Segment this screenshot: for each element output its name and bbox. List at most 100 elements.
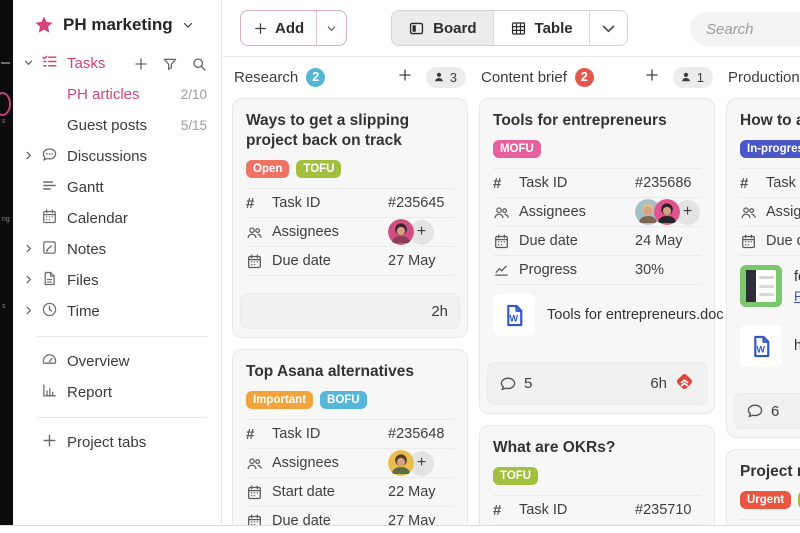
plus-icon: [41, 432, 67, 453]
column-add-icon[interactable]: [397, 67, 413, 83]
task-card[interactable]: How to au In-progress # Task ID Assignees Due…: [726, 98, 800, 439]
sidebar-item-label: Notes: [67, 241, 107, 258]
rail-text-fragment: ng: [2, 216, 10, 223]
card-tags: Open TOFU: [246, 160, 454, 179]
sidebar-item-actions: [133, 56, 207, 72]
attachment-link[interactable]: Pr: [794, 288, 800, 304]
card-footer: 5 6h: [487, 362, 707, 406]
people-icon: [246, 455, 272, 472]
calendar-icon: [740, 233, 766, 250]
field-value: 22 May: [388, 484, 436, 501]
card-title: Ways to get a slipping project back on t…: [246, 112, 410, 150]
comment-count: 6: [771, 402, 780, 420]
card-title: Project ma: [740, 463, 800, 481]
plus-icon[interactable]: [133, 56, 149, 72]
attachment-row[interactable]: W Tools for entrepreneurs.doc: [493, 285, 724, 345]
column-count-badge: 2: [574, 67, 594, 87]
comment-icon: [746, 402, 764, 420]
tag-pill: Important: [246, 391, 314, 410]
card-body: Project ma Urgent TO #Task ID: [727, 450, 800, 525]
hash-icon: #: [493, 174, 502, 192]
sidebar-nav: Tasks PH articles 2/10 Guest posts 5/15 Discu…: [13, 48, 221, 458]
card-fields: # Task ID #235710 Assignees+: [493, 495, 701, 525]
chevron-down-icon: [600, 20, 617, 37]
sidebar-item-guest-posts[interactable]: Guest posts 5/15: [13, 110, 221, 141]
sidebar-item-label: Calendar: [67, 210, 128, 227]
sidebar-item-project-tabs[interactable]: Project tabs: [13, 427, 221, 458]
attachment-name: fe: [794, 268, 800, 285]
view-tab-table[interactable]: Table: [492, 11, 589, 45]
comments-indicator[interactable]: 6: [746, 402, 779, 420]
column-add-icon[interactable]: [644, 67, 660, 83]
note-icon: [41, 239, 67, 260]
column-members-pill[interactable]: 3: [425, 66, 466, 88]
svg-text:W: W: [509, 313, 518, 323]
attachment-row[interactable]: Who: [740, 316, 800, 376]
clock-icon: [41, 301, 67, 322]
sidebar-item-label: Overview: [67, 353, 130, 370]
priority-icon: [674, 371, 695, 396]
sidebar-item-gantt[interactable]: Gantt: [13, 172, 221, 203]
card-tags: TOFU: [493, 467, 701, 486]
column-title: Research: [234, 68, 299, 86]
view-tab-board[interactable]: Board: [392, 11, 493, 45]
bottom-strip: [0, 525, 800, 533]
tag-pill: In-progress: [740, 140, 800, 159]
sidebar-item-calendar[interactable]: Calendar: [13, 203, 221, 234]
sidebar-item-label: Files: [67, 272, 99, 289]
view-dropdown-button[interactable]: [588, 11, 627, 45]
view-switcher: Board Table: [391, 10, 628, 46]
filter-icon[interactable]: [162, 56, 178, 72]
sidebar-item-label: Discussions: [67, 148, 148, 165]
task-card[interactable]: Top Asana alternatives Important BOFU # Task…: [232, 349, 468, 525]
field-assignees: +: [388, 219, 454, 246]
sidebar-item-count: 2/10: [180, 87, 207, 102]
tag-pill: MOFU: [493, 140, 541, 159]
star-icon: [34, 15, 54, 35]
sidebar-item-time[interactable]: Time: [13, 296, 221, 327]
field-value: 27 May: [388, 513, 436, 525]
person-icon: [680, 71, 692, 83]
comments-indicator[interactable]: 5: [499, 375, 532, 393]
add-assignee-button[interactable]: +: [409, 450, 434, 476]
field-label: Task ID: [766, 175, 800, 192]
sidebar-item-ph-articles[interactable]: PH articles 2/10: [13, 79, 221, 110]
task-card[interactable]: Tools for entrepreneurs MOFU # Task ID #2356…: [479, 98, 724, 415]
chevron-down-icon: [182, 19, 194, 31]
project-switcher[interactable]: PH marketing: [13, 0, 221, 48]
gantt-icon: [41, 177, 67, 198]
card-field-row: #Task ID: [740, 519, 800, 525]
add-dropdown-button[interactable]: [316, 11, 346, 45]
card-field-row: # Task ID #235710: [493, 495, 701, 524]
card-field-row: Assignees +: [493, 197, 701, 226]
sidebar-item-tasks[interactable]: Tasks: [13, 48, 221, 79]
sidebar-item-discussions[interactable]: Discussions: [13, 141, 221, 172]
sidebar-item-report[interactable]: Report: [13, 377, 221, 408]
hash-icon: #: [246, 425, 255, 443]
card-title: Top Asana alternatives: [246, 363, 414, 381]
search-icon[interactable]: [191, 56, 207, 72]
task-card[interactable]: What are OKRs? TOFU # Task ID #235710 Assigne…: [479, 425, 715, 525]
card-fields: # Task ID #235645 Assignees + Due date 27 May: [246, 188, 454, 277]
sidebar-item-files[interactable]: Files: [13, 265, 221, 296]
field-value: #235648: [388, 426, 445, 443]
sidebar-item-overview[interactable]: Overview: [13, 346, 221, 377]
attachment-row[interactable]: fe Pr: [740, 256, 800, 316]
column-header: Content brief 2 1: [479, 63, 715, 91]
column-members-pill[interactable]: 1: [672, 66, 713, 88]
sidebar-item-notes[interactable]: Notes: [13, 234, 221, 265]
avatar: [388, 450, 414, 477]
task-card[interactable]: Project ma Urgent TO #Task ID: [726, 449, 800, 525]
column-count-badge: 2: [306, 67, 326, 87]
task-card[interactable]: Ways to get a slipping project back on t…: [232, 98, 468, 339]
card-field-row: Progress 30%: [493, 255, 701, 284]
view-tab-label: Board: [433, 19, 477, 37]
card-tags: MOFU: [493, 140, 701, 159]
board-column: Content brief 2 1 Tools for entrepreneurs MO…: [479, 63, 724, 525]
add-button[interactable]: Add: [241, 11, 316, 45]
kanban-board: Research 2 3 Ways to get a slipping project…: [222, 57, 800, 525]
search-input[interactable]: [690, 12, 800, 46]
time-estimate: 6h: [650, 375, 667, 393]
field-label: Progress: [519, 262, 578, 279]
